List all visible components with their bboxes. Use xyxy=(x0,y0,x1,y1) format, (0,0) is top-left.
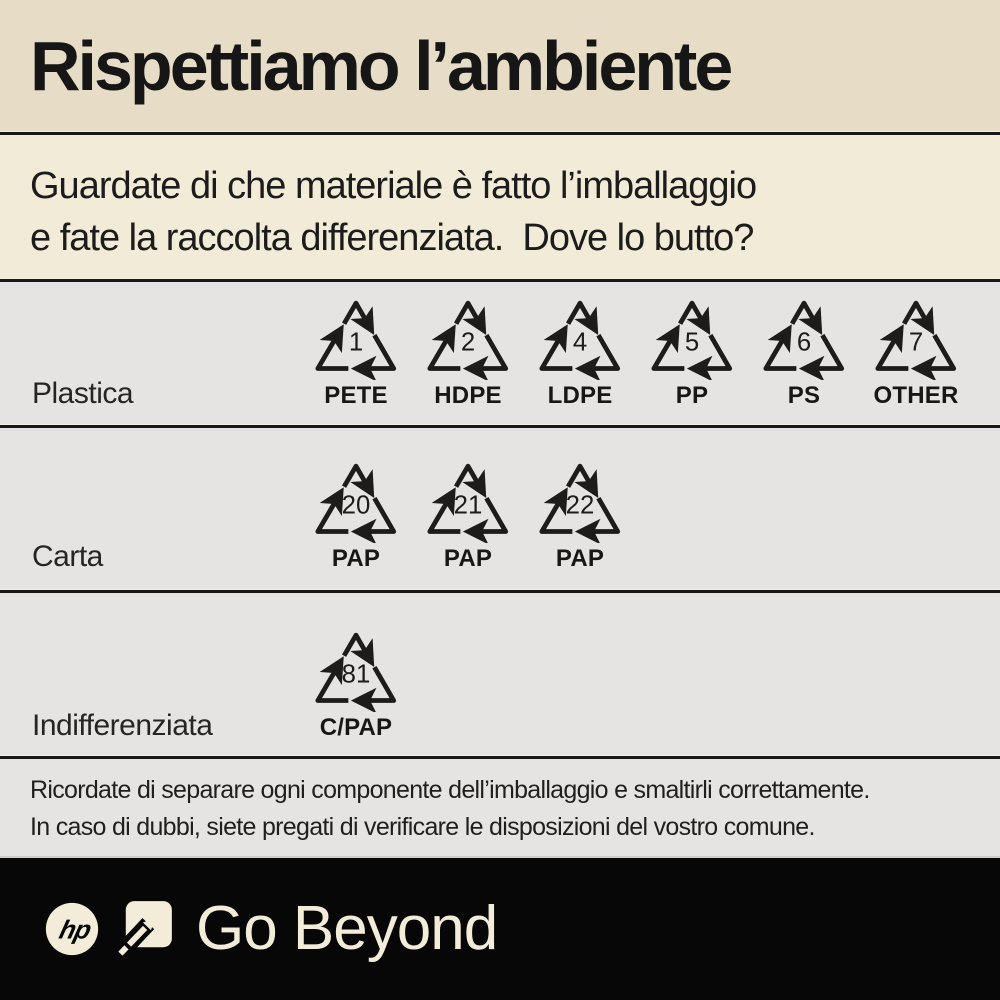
page-title: Rispettiamo l’ambiente xyxy=(30,26,733,105)
material-row-indifferenziata: Indifferenziata 81 C/PAP xyxy=(0,593,1000,755)
divider xyxy=(0,755,1000,759)
recycling-triangle-icon: 4 xyxy=(532,296,628,380)
note-line-2: In caso di dubbi, siete pregati di verif… xyxy=(30,813,815,841)
recycling-symbol-pap-21: 21 PAP xyxy=(412,459,524,572)
recycling-triangle-icon: 21 xyxy=(420,459,516,543)
recycling-triangle-icon: 7 xyxy=(868,296,964,380)
recycling-triangle-icon: 22 xyxy=(532,459,628,543)
recycling-symbol-other: 7 OTHER xyxy=(860,296,972,409)
recycling-triangle-icon: 6 xyxy=(756,296,852,380)
symbol-number: 1 xyxy=(349,328,363,356)
hp-logo-icon: hp xyxy=(45,902,99,956)
material-row-plastica: Plastica 1 PETE 2 HDPE 4 LDPE 5 PP 6 xyxy=(0,282,1000,424)
recycling-symbol-cpap: 81 C/PAP xyxy=(300,628,412,741)
recycling-symbol-ldpe: 4 LDPE xyxy=(524,296,636,409)
recycling-symbol-hdpe: 2 HDPE xyxy=(412,296,524,409)
recycling-symbol-ps: 6 PS xyxy=(748,296,860,409)
intro-line-1: Guardate di che materiale è fatto l’imba… xyxy=(30,165,757,207)
symbol-code: C/PAP xyxy=(319,714,393,741)
divider xyxy=(0,278,1000,282)
recycling-triangle-icon: 20 xyxy=(308,459,404,543)
symbol-code: PAP xyxy=(443,545,493,572)
symbol-code: PETE xyxy=(324,382,388,409)
footer: hp Go Beyond xyxy=(0,856,1000,1000)
recycling-triangle-icon: 1 xyxy=(308,296,404,380)
divider xyxy=(0,131,1000,135)
symbol-code: PS xyxy=(787,382,821,409)
intro-section: Guardate di che materiale è fatto l’imba… xyxy=(0,135,1000,278)
symbol-code: HDPE xyxy=(434,382,502,409)
note-line-1: Ricordate di separare ogni componente de… xyxy=(30,776,870,804)
symbol-number: 21 xyxy=(454,491,483,519)
recycling-triangle-icon: 5 xyxy=(644,296,740,380)
go-beyond-arrow-icon xyxy=(114,901,172,959)
recycling-triangle-icon: 81 xyxy=(308,628,404,712)
category-label: Carta xyxy=(32,540,103,573)
recycling-symbol-pap-20: 20 PAP xyxy=(300,459,412,572)
symbol-code: LDPE xyxy=(547,382,613,409)
symbol-code: OTHER xyxy=(873,382,959,409)
recycling-triangle-icon: 2 xyxy=(420,296,516,380)
category-label: Plastica xyxy=(32,377,134,410)
recycling-symbol-pete: 1 PETE xyxy=(300,296,412,409)
symbol-number: 20 xyxy=(342,491,371,519)
symbol-code: PP xyxy=(675,382,709,409)
divider xyxy=(0,424,1000,428)
note-section: Ricordate di separare ogni componente de… xyxy=(0,759,1000,856)
symbol-number: 2 xyxy=(461,328,475,356)
symbol-number: 7 xyxy=(909,328,923,356)
symbol-number: 81 xyxy=(342,660,371,688)
intro-line-2: e fate la raccolta differenziata. Dove l… xyxy=(30,217,754,259)
symbol-number: 4 xyxy=(573,328,587,356)
header-section: Rispettiamo l’ambiente xyxy=(0,0,1000,131)
material-row-carta: Carta 20 PAP 21 PAP 22 PAP xyxy=(0,428,1000,589)
symbol-number: 5 xyxy=(685,328,699,356)
recycling-symbol-pap-22: 22 PAP xyxy=(524,459,636,572)
category-label: Indifferenziata xyxy=(32,709,213,742)
symbol-number: 6 xyxy=(797,328,811,356)
divider xyxy=(0,589,1000,593)
tagline: Go Beyond xyxy=(196,894,498,963)
symbol-number: 22 xyxy=(566,491,595,519)
symbol-code: PAP xyxy=(555,545,605,572)
symbol-code: PAP xyxy=(331,545,381,572)
recycling-symbol-pp: 5 PP xyxy=(636,296,748,409)
